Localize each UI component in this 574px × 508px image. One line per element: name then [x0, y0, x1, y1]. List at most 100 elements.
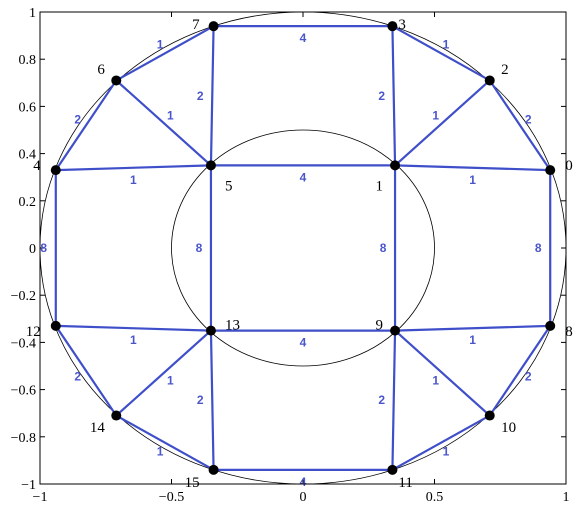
y-tick-label: 0.4: [19, 148, 37, 163]
graph-edge: [394, 329, 491, 417]
edge-weight-label: 2: [525, 369, 532, 383]
graph-node: [484, 410, 495, 421]
y-tick-label: 0.2: [19, 195, 37, 210]
graph-node: [390, 325, 401, 336]
graph-edge: [488, 79, 552, 171]
y-tick-label: −0.8: [11, 431, 36, 446]
axis-frame: [39, 11, 567, 485]
graph-edge: [115, 25, 215, 82]
x-tick-label: −0.5: [159, 490, 184, 505]
graph-edge: [209, 330, 215, 470]
edge-weight-label: 8: [196, 241, 203, 255]
graph-node: [208, 464, 219, 475]
edge-weight-label: 4: [300, 170, 307, 184]
node-id-label: 2: [501, 62, 509, 78]
y-tick-label: 0.6: [19, 100, 37, 115]
edge-weight-label: 8: [380, 241, 387, 255]
edge-weight-label: 1: [157, 444, 164, 458]
graph-node: [50, 320, 61, 331]
graph-node: [387, 21, 398, 32]
x-tick-label: 0.5: [426, 490, 444, 505]
reference-circle: [171, 129, 435, 367]
y-tick-label: 1: [29, 6, 36, 21]
node-id-label: 5: [225, 178, 233, 194]
node-id-label: 8: [565, 324, 573, 340]
node-id-label: 11: [398, 475, 412, 491]
graph-edge: [488, 325, 552, 417]
tick-layer: −1 −0.5 0 0.5 110.80.60.40.20−0.2−0.4−0.6−0.…: [11, 6, 570, 505]
edge-weight-label: 4: [300, 475, 307, 489]
graph-node: [50, 165, 61, 176]
edge-weight-label: 2: [378, 393, 385, 407]
y-tick-label: −0.2: [11, 289, 36, 304]
edge-weight-label: 2: [525, 113, 532, 127]
edge-weight-label: 2: [197, 393, 204, 407]
edge-weight-label: 1: [432, 374, 439, 388]
graph-edge: [55, 164, 211, 172]
graph-node: [205, 160, 216, 171]
graph-edge: [391, 26, 397, 166]
graph-node: [484, 75, 495, 86]
y-tick-label: −0.4: [11, 336, 36, 351]
edge-weight-label: 4: [300, 336, 307, 350]
graph-edge: [115, 329, 212, 417]
node-id-label: 1: [376, 178, 384, 194]
edge-weight-label: 1: [157, 38, 164, 52]
graph-node: [205, 325, 216, 336]
graph-node: [390, 160, 401, 171]
node-id-label: 14: [90, 420, 106, 436]
node-id-label: 7: [192, 17, 200, 33]
x-tick-label: 1: [563, 490, 570, 505]
graph-edge: [115, 414, 215, 471]
graph-edge: [391, 414, 491, 471]
graph-edge: [395, 164, 551, 172]
y-tick-label: −1: [21, 478, 36, 493]
graph-edge: [55, 324, 211, 332]
x-tick-label: 0: [300, 490, 307, 505]
edge-weight-label: 1: [130, 173, 137, 187]
node-layer: [50, 21, 556, 475]
edge-weight-label: 1: [443, 38, 450, 52]
graph-edge: [391, 330, 397, 470]
edge-weight-label: 8: [535, 241, 542, 255]
x-tick-label: −1: [33, 490, 48, 505]
node-id-label: 13: [225, 318, 240, 334]
graph-node: [111, 75, 122, 86]
node-id-label: 15: [185, 475, 200, 491]
graph-edge: [209, 26, 215, 166]
graph-node: [111, 410, 122, 421]
node-id-label: 3: [398, 17, 406, 33]
edge-weight-label: 1: [432, 108, 439, 122]
edge-weight-label: 2: [378, 89, 385, 103]
edge-weight-label: 1: [167, 374, 174, 388]
graph-edge: [54, 325, 118, 417]
graph-node: [545, 165, 556, 176]
edge-weight-label: 8: [40, 241, 47, 255]
graph-edge: [395, 324, 551, 332]
graph-node: [208, 21, 219, 32]
edge-weight-label: 2: [197, 89, 204, 103]
y-tick-label: 0.8: [19, 53, 37, 68]
node-id-label: 4: [33, 158, 41, 174]
edge-weight-label: 4: [300, 31, 307, 45]
graph-edge: [391, 25, 491, 82]
edge-weight-label: 1: [167, 108, 174, 122]
node-id-label: 9: [376, 318, 384, 334]
node-id-label: 0: [565, 158, 573, 174]
graph-edge: [54, 79, 118, 171]
edge-weight-label: 1: [130, 333, 137, 347]
edge-weight-label: 1: [469, 173, 476, 187]
node-id-label: 10: [501, 420, 516, 436]
edge-weight-label: 2: [74, 369, 81, 383]
graph-edge: [394, 79, 491, 167]
graph-node: [545, 320, 556, 331]
y-tick-label: 0: [29, 242, 36, 257]
edge-weight-label: 1: [443, 444, 450, 458]
node-id-label: 12: [26, 324, 41, 340]
graph-node: [387, 464, 398, 475]
edge-weight-label: 2: [74, 113, 81, 127]
graph-edge: [115, 79, 212, 167]
